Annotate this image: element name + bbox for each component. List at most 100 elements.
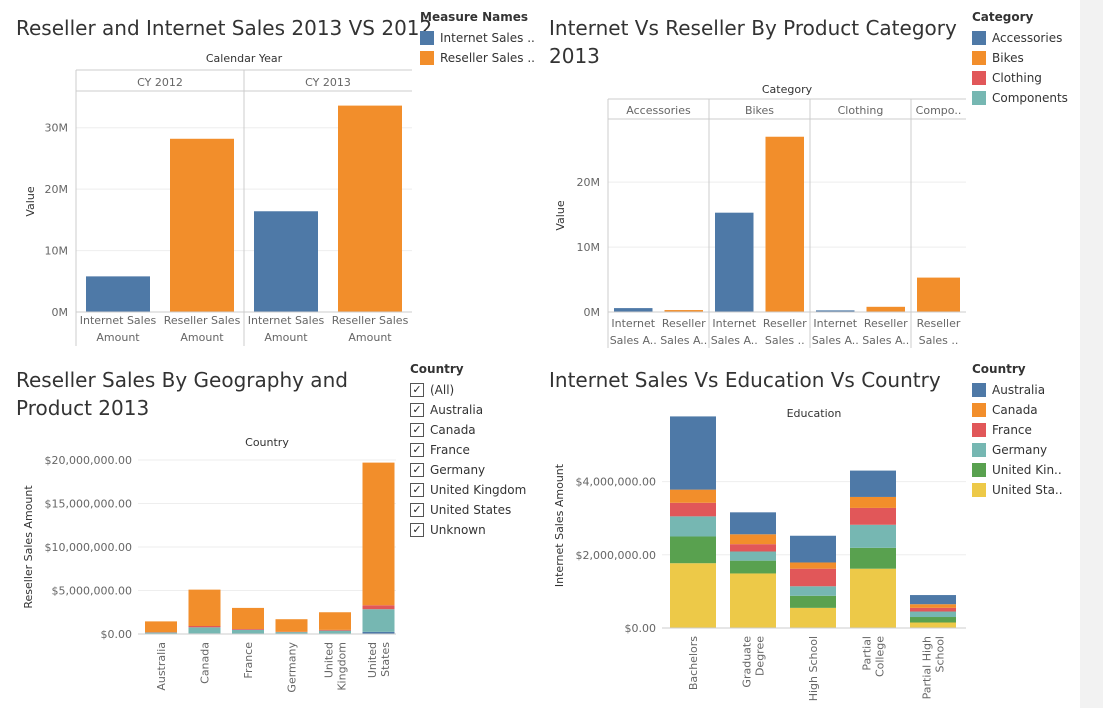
- x-tick-label: Amount: [264, 331, 308, 344]
- x-tick-label: College: [874, 636, 887, 677]
- header-title: Education: [787, 407, 842, 420]
- bar-segment: [790, 562, 836, 569]
- bar-segment: [910, 607, 956, 612]
- bar-segment: [730, 573, 776, 628]
- legend-label: United States: [430, 503, 512, 517]
- legend-item[interactable]: ✓ Australia: [410, 400, 526, 420]
- bar-segment: [730, 551, 776, 561]
- bar-segment: [790, 595, 836, 608]
- color-swatch: [972, 71, 986, 85]
- bar-segment: [670, 416, 716, 490]
- checkbox-icon[interactable]: ✓: [410, 423, 424, 437]
- legend-item[interactable]: ✓ United States: [410, 500, 526, 520]
- bar-segment: [790, 568, 836, 587]
- group-header-label: Accessories: [626, 104, 691, 117]
- bar: [254, 211, 318, 312]
- x-tick-label: Reseller: [917, 317, 961, 330]
- bar-segment: [790, 535, 836, 563]
- country-filter[interactable]: Country ✓ (All) ✓ Australia ✓ Canada ✓ France ✓ G…: [410, 362, 526, 540]
- bar-segment: [910, 604, 956, 608]
- y-tick-label: 20M: [577, 176, 601, 189]
- legend-label: France: [430, 443, 470, 457]
- legend-item[interactable]: Internet Sales ..: [420, 28, 535, 48]
- panel-title-internet-education: Internet Sales Vs Education Vs Country: [549, 368, 941, 392]
- color-swatch: [972, 423, 986, 437]
- bar: [86, 276, 150, 312]
- legend-item[interactable]: ✓ Germany: [410, 460, 526, 480]
- legend-item[interactable]: Components: [972, 88, 1068, 108]
- checkbox-icon[interactable]: ✓: [410, 463, 424, 477]
- legend-item[interactable]: ✓ France: [410, 440, 526, 460]
- legend-item[interactable]: ✓ United Kingdom: [410, 480, 526, 500]
- legend-label: Bikes: [992, 51, 1024, 65]
- bar-segment: [319, 612, 351, 630]
- x-tick-label: Sales A..: [862, 334, 909, 347]
- y-tick-label: 0M: [584, 306, 601, 319]
- checkbox-icon[interactable]: ✓: [410, 403, 424, 417]
- legend-category[interactable]: Category Accessories Bikes Clothing Compone…: [972, 10, 1068, 108]
- color-swatch: [972, 483, 986, 497]
- legend-item[interactable]: ✓ (All): [410, 380, 526, 400]
- legend-item[interactable]: ✓ Canada: [410, 420, 526, 440]
- bar-segment: [145, 621, 177, 633]
- legend-country[interactable]: Country Australia Canada France Germany Unit…: [972, 362, 1063, 500]
- x-tick-label: Sales ..: [919, 334, 959, 347]
- y-axis-label: Value: [24, 186, 37, 216]
- legend-item[interactable]: Clothing: [972, 68, 1068, 88]
- bar-segment: [670, 536, 716, 564]
- checkbox-icon[interactable]: ✓: [410, 443, 424, 457]
- bar-segment: [670, 489, 716, 503]
- bar-segment: [362, 631, 395, 634]
- checkbox-icon[interactable]: ✓: [410, 383, 424, 397]
- legend-item[interactable]: United Kin..: [972, 460, 1063, 480]
- x-tick-label: Internet Sales: [80, 314, 157, 327]
- legend-measure-names[interactable]: Measure Names Internet Sales .. Reseller …: [420, 10, 535, 68]
- legend-item[interactable]: Germany: [972, 440, 1063, 460]
- bar-segment: [730, 560, 776, 574]
- y-tick-label: $15,000,000.00: [45, 498, 132, 511]
- bar-segment: [232, 629, 264, 634]
- legend-item[interactable]: Australia: [972, 380, 1063, 400]
- legend-item[interactable]: Reseller Sales ..: [420, 48, 535, 68]
- legend-item[interactable]: United Sta..: [972, 480, 1063, 500]
- legend-label: (All): [430, 383, 455, 397]
- y-tick-label: 0M: [52, 306, 69, 319]
- legend-item[interactable]: ✓ Unknown: [410, 520, 526, 540]
- filter-title: Country: [410, 362, 464, 376]
- x-tick-label: United: [366, 642, 379, 678]
- bar-segment: [362, 462, 395, 606]
- x-tick-label: Kingdom: [336, 642, 349, 691]
- checkbox-icon[interactable]: ✓: [410, 523, 424, 537]
- legend-item[interactable]: Accessories: [972, 28, 1068, 48]
- bar: [917, 277, 960, 312]
- x-tick-label: States: [379, 642, 392, 677]
- legend-item[interactable]: France: [972, 420, 1063, 440]
- bar-segment: [188, 625, 221, 628]
- bar-segment: [850, 496, 896, 508]
- legend-label: Canada: [430, 423, 476, 437]
- x-tick-label: Bachelors: [687, 636, 700, 690]
- y-tick-label: $10,000,000.00: [45, 541, 132, 554]
- legend-item[interactable]: Canada: [972, 400, 1063, 420]
- bar-segment: [188, 589, 221, 626]
- checkbox-icon[interactable]: ✓: [410, 483, 424, 497]
- bar-segment: [910, 617, 956, 623]
- y-axis-label: Value: [554, 200, 567, 230]
- panel-title-internet-vs-reseller: Internet Vs Reseller By Product Category…: [549, 16, 957, 68]
- bar-segment: [670, 563, 716, 628]
- bar: [338, 105, 402, 312]
- group-header-label: Compo..: [916, 104, 962, 117]
- legend-item[interactable]: Bikes: [972, 48, 1068, 68]
- color-swatch: [972, 51, 986, 65]
- checkbox-icon[interactable]: ✓: [410, 503, 424, 517]
- bar-segment: [850, 547, 896, 569]
- bar-segment: [362, 609, 395, 632]
- panel-title-reseller-internet-sales: Reseller and Internet Sales 2013 VS 2012: [16, 16, 433, 40]
- bar-segment: [188, 627, 221, 634]
- legend-title: Measure Names: [420, 10, 529, 24]
- x-tick-label: Sales A..: [660, 334, 707, 347]
- x-tick-label: France: [242, 642, 255, 679]
- group-header-label: CY 2013: [305, 76, 351, 89]
- bar-segment: [850, 470, 896, 497]
- bar-segment: [232, 628, 264, 630]
